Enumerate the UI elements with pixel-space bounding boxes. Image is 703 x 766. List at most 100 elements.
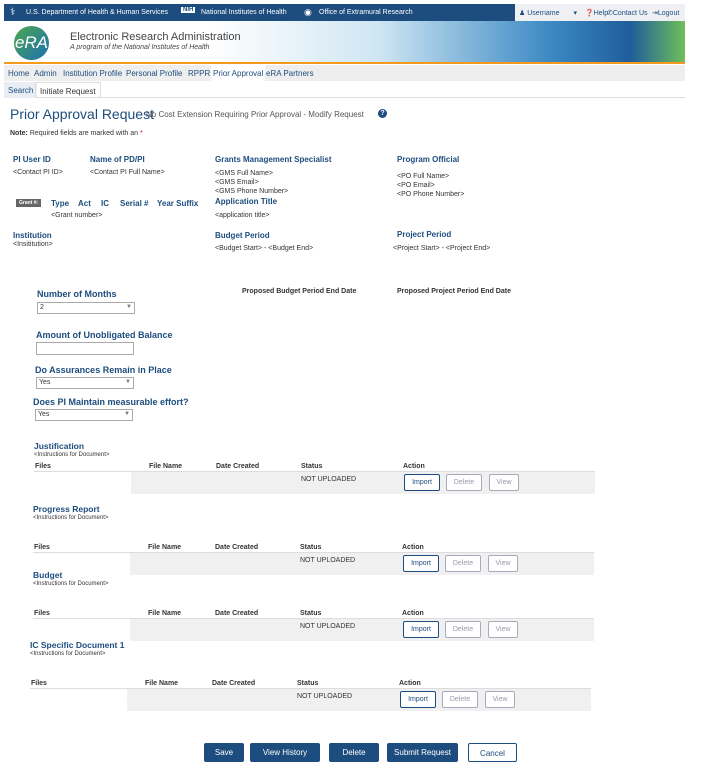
- help-link[interactable]: ❓Help: [585, 10, 609, 17]
- date-created-header: Date Created: [215, 544, 259, 551]
- delete-doc-button[interactable]: Delete: [442, 691, 478, 708]
- file-name-header: File Name: [149, 463, 183, 470]
- username: Username: [527, 10, 560, 17]
- ic-specific-document-1-title: IC Specific Document 1: [30, 640, 125, 650]
- date-created-header: Date Created: [215, 610, 259, 617]
- main-nav: Home Admin Institution Profile Personal …: [4, 65, 685, 81]
- balance-input[interactable]: [36, 342, 134, 355]
- delete-doc-button[interactable]: Delete: [445, 555, 481, 572]
- effort-select[interactable]: Yes ▼: [35, 409, 133, 421]
- grant-year-suffix-label: Year Suffix: [157, 199, 199, 208]
- delete-button[interactable]: Delete: [329, 743, 379, 762]
- import-button[interactable]: Import: [404, 474, 440, 491]
- files-header: Files: [34, 610, 50, 617]
- status-value: NOT UPLOADED: [300, 557, 356, 564]
- status-header: Status: [300, 544, 322, 551]
- contact-link[interactable]: ✆Contact Us: [607, 10, 648, 17]
- import-button[interactable]: Import: [403, 621, 439, 638]
- import-button[interactable]: Import: [400, 691, 436, 708]
- app-title-label: Application Title: [215, 197, 278, 206]
- tab-initiate-request[interactable]: Initiate Request: [35, 82, 101, 98]
- help-icon[interactable]: ?: [378, 109, 387, 118]
- delete-doc-button[interactable]: Delete: [445, 621, 481, 638]
- progress-report-instructions: <Instructions for Document>: [33, 515, 109, 521]
- project-period-value: <Project Start> - <Project End>: [393, 245, 491, 252]
- pi-user-id-label: PI User ID: [13, 155, 51, 164]
- date-created-header: Date Created: [212, 680, 256, 687]
- justification-title: Justification: [34, 441, 85, 451]
- status-header: Status: [300, 610, 322, 617]
- gms-value: <GMS Full Name> <GMS Email> <GMS Phone Num…: [215, 170, 289, 195]
- nav-institution-profile[interactable]: Institution Profile: [63, 69, 123, 78]
- balance-label: Amount of Unobligated Balance: [36, 330, 173, 340]
- banner-subtitle: A program of the National Institutes of …: [70, 44, 210, 51]
- view-button[interactable]: View: [488, 555, 518, 572]
- file-name-header: File Name: [148, 610, 182, 617]
- logout-icon: ⇥: [652, 10, 658, 17]
- files-header: Files: [34, 544, 50, 551]
- chevron-down-icon: ▼: [126, 304, 132, 310]
- nih-logo-icon: NIH: [181, 7, 196, 13]
- help-icon: ❓: [585, 10, 594, 17]
- proposed-project-end-label: Proposed Project Period End Date: [397, 288, 511, 295]
- delete-doc-button[interactable]: Delete: [446, 474, 482, 491]
- hhs-link[interactable]: U.S. Department of Health & Human Servic…: [26, 9, 169, 16]
- effort-label: Does PI Maintain measurable effort?: [33, 397, 189, 407]
- view-button[interactable]: View: [488, 621, 518, 638]
- pd-pi-label: Name of PD/PI: [90, 155, 145, 164]
- institution-value: <Insititution>: [13, 241, 53, 248]
- po-label: Program Official: [397, 155, 460, 164]
- nih-link[interactable]: National Institutes of Health: [201, 9, 287, 16]
- grant-ic-label: IC: [101, 199, 109, 208]
- action-header: Action: [403, 463, 425, 470]
- oer-logo-icon: ◉: [304, 7, 312, 17]
- banner-title: Electronic Research Administration: [70, 31, 241, 43]
- nav-personal-profile[interactable]: Personal Profile: [126, 69, 183, 78]
- date-created-header: Date Created: [216, 463, 260, 470]
- user-bar: ♟ Username ▾ ❓Help ✆Contact Us ⇥Logout: [515, 4, 685, 21]
- banner: eRA Electronic Research Administration A…: [4, 21, 685, 64]
- nav-admin[interactable]: Admin: [34, 69, 57, 78]
- view-button[interactable]: View: [489, 474, 519, 491]
- grant-serial-label: Serial #: [120, 199, 149, 208]
- gms-label: Grants Management Specialist: [215, 155, 332, 164]
- budget-period-value: <Budget Start> - <Budget End>: [215, 245, 314, 252]
- nav-rppr[interactable]: RPPR: [188, 69, 211, 78]
- chevron-down-icon: ▾: [573, 10, 577, 17]
- oer-link[interactable]: Office of Extramural Research: [319, 9, 413, 16]
- sub-nav: Search Initiate Request: [4, 82, 685, 98]
- file-name-header: File Name: [145, 680, 179, 687]
- cancel-button[interactable]: Cancel: [468, 743, 517, 762]
- budget-instructions: <Instructions for Document>: [33, 581, 109, 587]
- view-history-button[interactable]: View History: [250, 743, 320, 762]
- era-logo: eRA: [14, 26, 49, 60]
- save-button[interactable]: Save: [204, 743, 244, 762]
- proposed-budget-end-label: Proposed Budget Period End Date: [242, 288, 357, 295]
- import-button[interactable]: Import: [403, 555, 439, 572]
- hhs-eagle-icon: ⚕: [10, 7, 16, 18]
- phone-icon: ✆: [607, 10, 613, 17]
- assurances-select[interactable]: Yes ▼: [36, 377, 134, 389]
- grant-type-label: Type: [51, 199, 70, 208]
- nav-era-partners[interactable]: eRA Partners: [266, 69, 314, 78]
- months-select[interactable]: 2 ▼: [37, 302, 135, 314]
- files-header: Files: [31, 680, 47, 687]
- progress-report-title: Progress Report: [33, 504, 100, 514]
- budget-period-label: Budget Period: [215, 231, 270, 240]
- view-button[interactable]: View: [485, 691, 515, 708]
- required-note: Note: Required fields are marked with an…: [10, 130, 143, 137]
- tab-search[interactable]: Search: [4, 82, 38, 98]
- nav-home[interactable]: Home: [8, 69, 30, 78]
- institution-label: Institution: [13, 231, 52, 240]
- assurances-label: Do Assurances Remain in Place: [35, 365, 172, 375]
- nav-prior-approval[interactable]: Prior Approval: [211, 65, 266, 81]
- submit-request-button[interactable]: Submit Request: [387, 743, 458, 762]
- chevron-down-icon: ▼: [124, 411, 130, 417]
- status-value: NOT UPLOADED: [300, 623, 356, 630]
- page-subtitle: No Cost Extension Requiring Prior Approv…: [146, 110, 364, 119]
- status-value: NOT UPLOADED: [297, 693, 353, 700]
- page-title: Prior Approval Request: [10, 106, 154, 122]
- ic-specific-document-1-instructions: <Instructions for Document>: [30, 651, 106, 657]
- logout-link[interactable]: ⇥Logout: [652, 10, 680, 17]
- user-menu[interactable]: ♟ Username ▾: [519, 10, 577, 17]
